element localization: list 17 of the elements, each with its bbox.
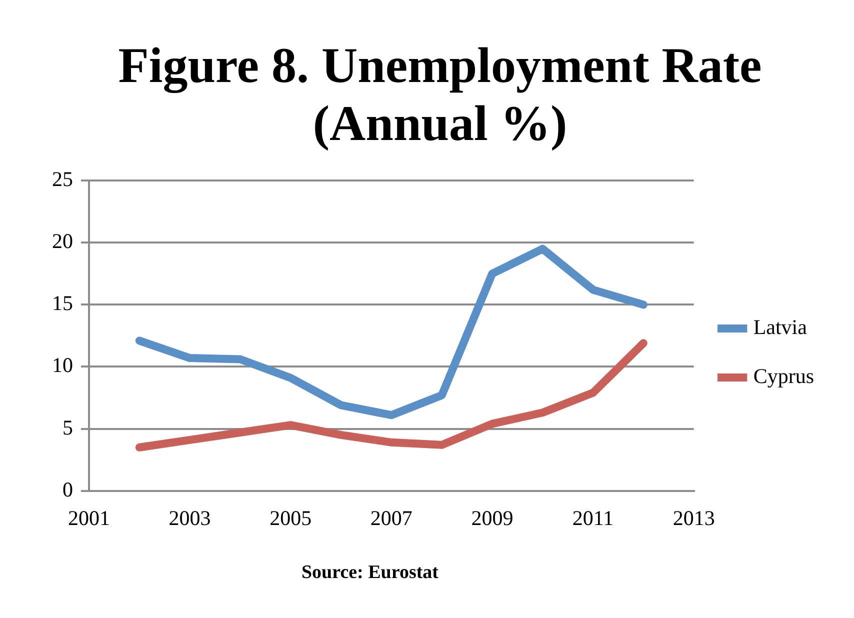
legend-label: Latvia bbox=[753, 315, 808, 340]
y-tick-label: 10 bbox=[52, 353, 73, 378]
x-tick-label: 2009 bbox=[471, 506, 514, 530]
y-tick-label: 5 bbox=[62, 415, 73, 440]
y-tick-label: 20 bbox=[52, 229, 73, 254]
x-tick-label: 2013 bbox=[672, 506, 715, 530]
chart-title: Figure 8. Unemployment Rate (Annual %) bbox=[117, 36, 763, 152]
x-tick-label: 2007 bbox=[370, 506, 412, 530]
x-tick-label: 2001 bbox=[68, 506, 110, 530]
legend-label: Cyprus bbox=[753, 364, 814, 388]
x-tick-label: 2005 bbox=[270, 506, 312, 530]
x-tick-label: 2011 bbox=[572, 506, 614, 530]
source-note: Source: Eurostat bbox=[300, 562, 440, 584]
x-tick-label: 2003 bbox=[168, 506, 211, 530]
y-tick-label: 25 bbox=[52, 167, 73, 192]
y-tick-label: 15 bbox=[52, 291, 73, 316]
y-tick-label: 0 bbox=[62, 477, 73, 502]
